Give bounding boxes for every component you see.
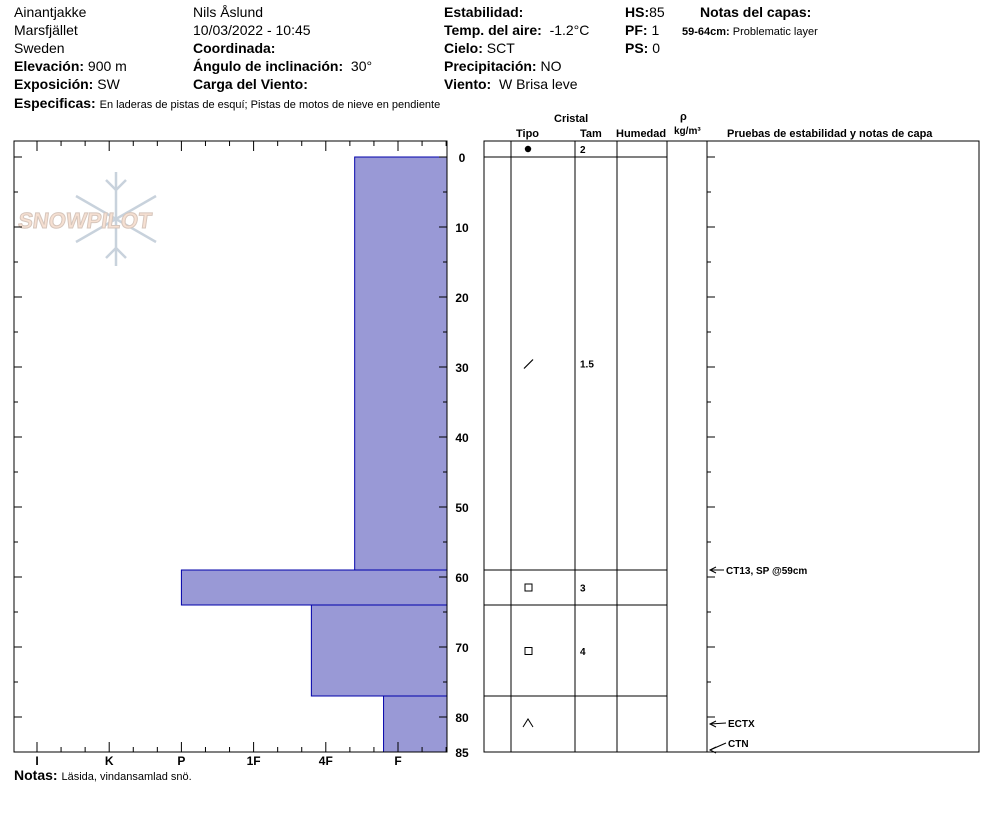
wind-value: W Brisa leve (498, 76, 578, 92)
layer-note-range: 59-64cm: (682, 26, 730, 38)
air-temp-label: Temp. del aire: (444, 22, 542, 38)
aspect-label: Exposición: (14, 76, 94, 92)
crystal-header: Cristal (554, 113, 589, 125)
sky-row: Cielo: SCT (444, 40, 515, 56)
coord-label: Coordinada: (193, 40, 276, 56)
hardness-bar-1 (354, 156, 448, 571)
precipitation-particle-icon (524, 145, 532, 153)
hardness-label-f: F (394, 754, 401, 768)
precip-value: NO (540, 58, 562, 74)
depth-tick-label: 70 (455, 641, 469, 655)
snowflake-icon (75, 172, 157, 266)
depth-tick-label: 10 (455, 221, 469, 235)
density-unit-header: kg/m³ (674, 126, 701, 137)
specifics-label: Especificas: (14, 95, 96, 111)
hardness-bar-4 (383, 695, 448, 753)
hs-label: HS: (625, 4, 650, 20)
hardness-label-i: I (35, 754, 38, 768)
specifics-row: Especificas: En laderas de pistas de esq… (14, 95, 440, 113)
watermark-text: SNOWPILOT (17, 208, 154, 233)
snowpilot-watermark: SNOWPILOT (16, 172, 157, 266)
area: Marsfjället (14, 22, 78, 38)
arrowhead-icon (708, 566, 717, 574)
grain-size-label: 2 (580, 145, 586, 156)
depth-tick-label: 60 (455, 571, 469, 585)
depth-tick-label: 0 (459, 151, 466, 165)
specifics-value: En laderas de pistas de esquí; Pistas de… (99, 99, 441, 111)
ps-row: PS: 0 (625, 40, 660, 56)
grain-size-label: 1.5 (580, 360, 594, 371)
aspect-value: SW (97, 76, 120, 92)
layer-note: 59-64cm: Problematic layer (682, 24, 818, 40)
hardness-label-1f: 1F (247, 754, 261, 768)
wind-row: Viento: W Brisa leve (444, 76, 578, 92)
layer-notes-label: Notas del capas: (700, 4, 812, 20)
arrowhead-icon (708, 746, 717, 754)
pf-row: PF: 1 (625, 22, 659, 38)
pf-label: PF: (625, 22, 648, 38)
arrowhead-icon (708, 720, 717, 728)
faceted-crystal-icon (524, 583, 533, 592)
grain-size-label: 4 (580, 647, 586, 658)
ps-value: 0 (652, 40, 661, 56)
sky-value: SCT (486, 40, 515, 56)
tests-header: Pruebas de estabilidad y notas de capa (727, 128, 933, 140)
stability-test-label: CT13, SP @59cm (726, 566, 807, 577)
depth-tick-label: 40 (455, 431, 469, 445)
depth-tick-label: 50 (455, 501, 469, 515)
hardness-bar-2 (180, 569, 448, 606)
decomposing-fragments-icon (523, 359, 534, 369)
depth-hoar-icon (522, 718, 534, 728)
stability-test-arrow (709, 722, 727, 725)
precip-row: Precipitación: NO (444, 58, 561, 74)
depth-tick-label: 20 (455, 291, 469, 305)
elevation-row: Elevación: 900 m (14, 58, 127, 74)
size-header: Tam (580, 128, 602, 140)
observer: Nils Åslund (193, 4, 264, 20)
moisture-header: Humedad (616, 128, 667, 140)
notes-value: Läsida, vindansamlad snö. (61, 771, 192, 783)
hs-row: HS:85 (625, 4, 665, 20)
location: Ainantjakke (14, 4, 87, 20)
precip-label: Precipitación: (444, 58, 537, 74)
aspect-row: Exposición: SW (14, 76, 120, 92)
pf-value: 1 (651, 22, 660, 38)
hardness-label-k: K (105, 754, 114, 768)
faceted-crystal-icon (524, 647, 533, 655)
elevation-value: 900 m (87, 58, 127, 74)
wind-label: Viento: (444, 76, 492, 92)
datetime: 10/03/2022 - 10:45 (193, 22, 311, 38)
notes-label: Notas: (14, 767, 58, 783)
depth-tick-label: 80 (455, 711, 469, 725)
hardness-label-4f: 4F (319, 754, 333, 768)
stability-label: Estabilidad: (444, 4, 524, 20)
wind-load-label: Carga del Viento: (193, 76, 308, 92)
type-header: Tipo (516, 128, 540, 140)
rho-header: ρ (680, 111, 687, 123)
air-temp-value: -1.2°C (549, 22, 590, 38)
stability-test-label: ECTX (728, 719, 755, 730)
slope-row: Ángulo de inclinación: 30° (193, 58, 372, 74)
table-frame (483, 140, 980, 753)
stability-test-label: CTN (728, 739, 749, 750)
elevation-label: Elevación: (14, 58, 85, 74)
grain-size-label: 3 (580, 584, 586, 595)
hardness-label-p: P (177, 754, 185, 768)
country: Sweden (14, 40, 65, 56)
hs-value: 85 (649, 4, 665, 20)
hardness-bar-3 (310, 604, 448, 697)
depth-tick-label: 85 (455, 746, 469, 760)
sky-label: Cielo: (444, 40, 483, 56)
profile-frame (13, 140, 448, 753)
ps-label: PS: (625, 40, 649, 56)
air-temp-row: Temp. del aire: -1.2°C (444, 22, 589, 38)
depth-tick-label: 30 (455, 361, 469, 375)
notes-row: Notas: Läsida, vindansamlad snö. (14, 767, 192, 785)
slope-value: 30° (350, 58, 373, 74)
layer-note-text: Problematic layer (732, 26, 818, 38)
slope-label: Ángulo de inclinación: (193, 58, 344, 74)
